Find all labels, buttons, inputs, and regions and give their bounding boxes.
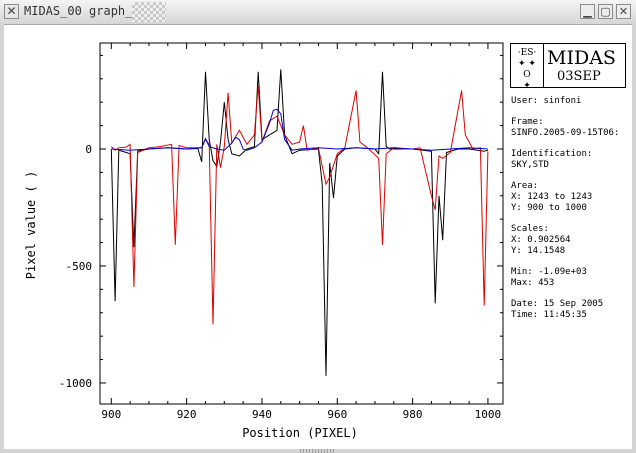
window-menu-icon[interactable]: ✕ <box>4 4 19 19</box>
scales-label: Scales: <box>511 224 549 234</box>
series-line-black <box>110 69 489 376</box>
x-tick-label: 960 <box>327 408 347 421</box>
time-text: Time: 11:45:35 <box>511 310 587 320</box>
min-value: Min: -1.09e+03 <box>511 267 587 277</box>
logo-mark-top: ES <box>520 48 534 58</box>
logo-subtitle: 03SEP <box>557 69 601 84</box>
window-title: MIDAS_00 graph_0 <box>24 4 140 18</box>
identification-label: Identification: <box>511 149 593 159</box>
logo-divider <box>543 44 544 87</box>
date-text: Date: 15 Sep 2005 <box>511 299 604 309</box>
frame-value: SINFO.2005-09-15T06: <box>511 128 620 138</box>
y-tick-label: -500 <box>66 260 93 273</box>
x-axis-label: Position (PIXEL) <box>242 426 358 440</box>
scales-y: Y: 14.1548 <box>511 246 566 256</box>
maximize-button[interactable]: ▢ <box>598 4 613 19</box>
window-frame-left[interactable] <box>0 24 4 449</box>
frame-label: Frame: <box>511 117 544 127</box>
x-tick-label: 980 <box>403 408 423 421</box>
eso-midas-logo: ·ES· ✦ ✦ O ✦ MIDAS 03SEP <box>510 43 626 91</box>
y-axis-label: Pixel value ( ) <box>24 171 38 279</box>
logo-title: MIDAS <box>547 47 616 69</box>
y-tick-label: 0 <box>85 143 92 156</box>
series-line-red <box>110 85 489 325</box>
identification-value: SKY,STD <box>511 160 549 170</box>
x-tick-label: 900 <box>101 408 121 421</box>
series-line-blue <box>111 108 488 151</box>
title-bar[interactable]: ✕ MIDAS_00 graph_0 ▁ ▢ ✕ <box>0 0 636 25</box>
eso-logo-icon: ·ES· ✦ ✦ O ✦ <box>514 48 540 91</box>
area-y: Y: 900 to 1000 <box>511 203 587 213</box>
minimize-button[interactable]: ▁ <box>580 4 595 19</box>
max-value: Max: 453 <box>511 278 555 288</box>
y-tick-label: -1000 <box>59 377 92 390</box>
logo-mark-bottom: O <box>523 70 531 80</box>
area-x: X: 1243 to 1243 <box>511 192 593 202</box>
x-tick-label: 920 <box>177 408 197 421</box>
scales-x: X: 0.902564 <box>511 235 571 245</box>
data-series <box>110 69 489 376</box>
user-text: User: sinfoni <box>511 96 582 106</box>
close-button[interactable]: ✕ <box>616 4 631 19</box>
x-tick-label: 1000 <box>475 408 502 421</box>
axis-ticks: 900 920 940 960 980 1000 0 -500 -1000 <box>59 43 503 421</box>
x-tick-label: 940 <box>252 408 272 421</box>
window-frame-right[interactable] <box>632 24 636 449</box>
plot-frame <box>99 42 504 405</box>
title-bar-pattern <box>132 2 166 22</box>
area-label: Area: <box>511 181 539 191</box>
info-panel: User: sinfoni Frame: SINFO.2005-09-15T06… <box>511 96 631 331</box>
resize-grip[interactable] <box>300 449 336 453</box>
